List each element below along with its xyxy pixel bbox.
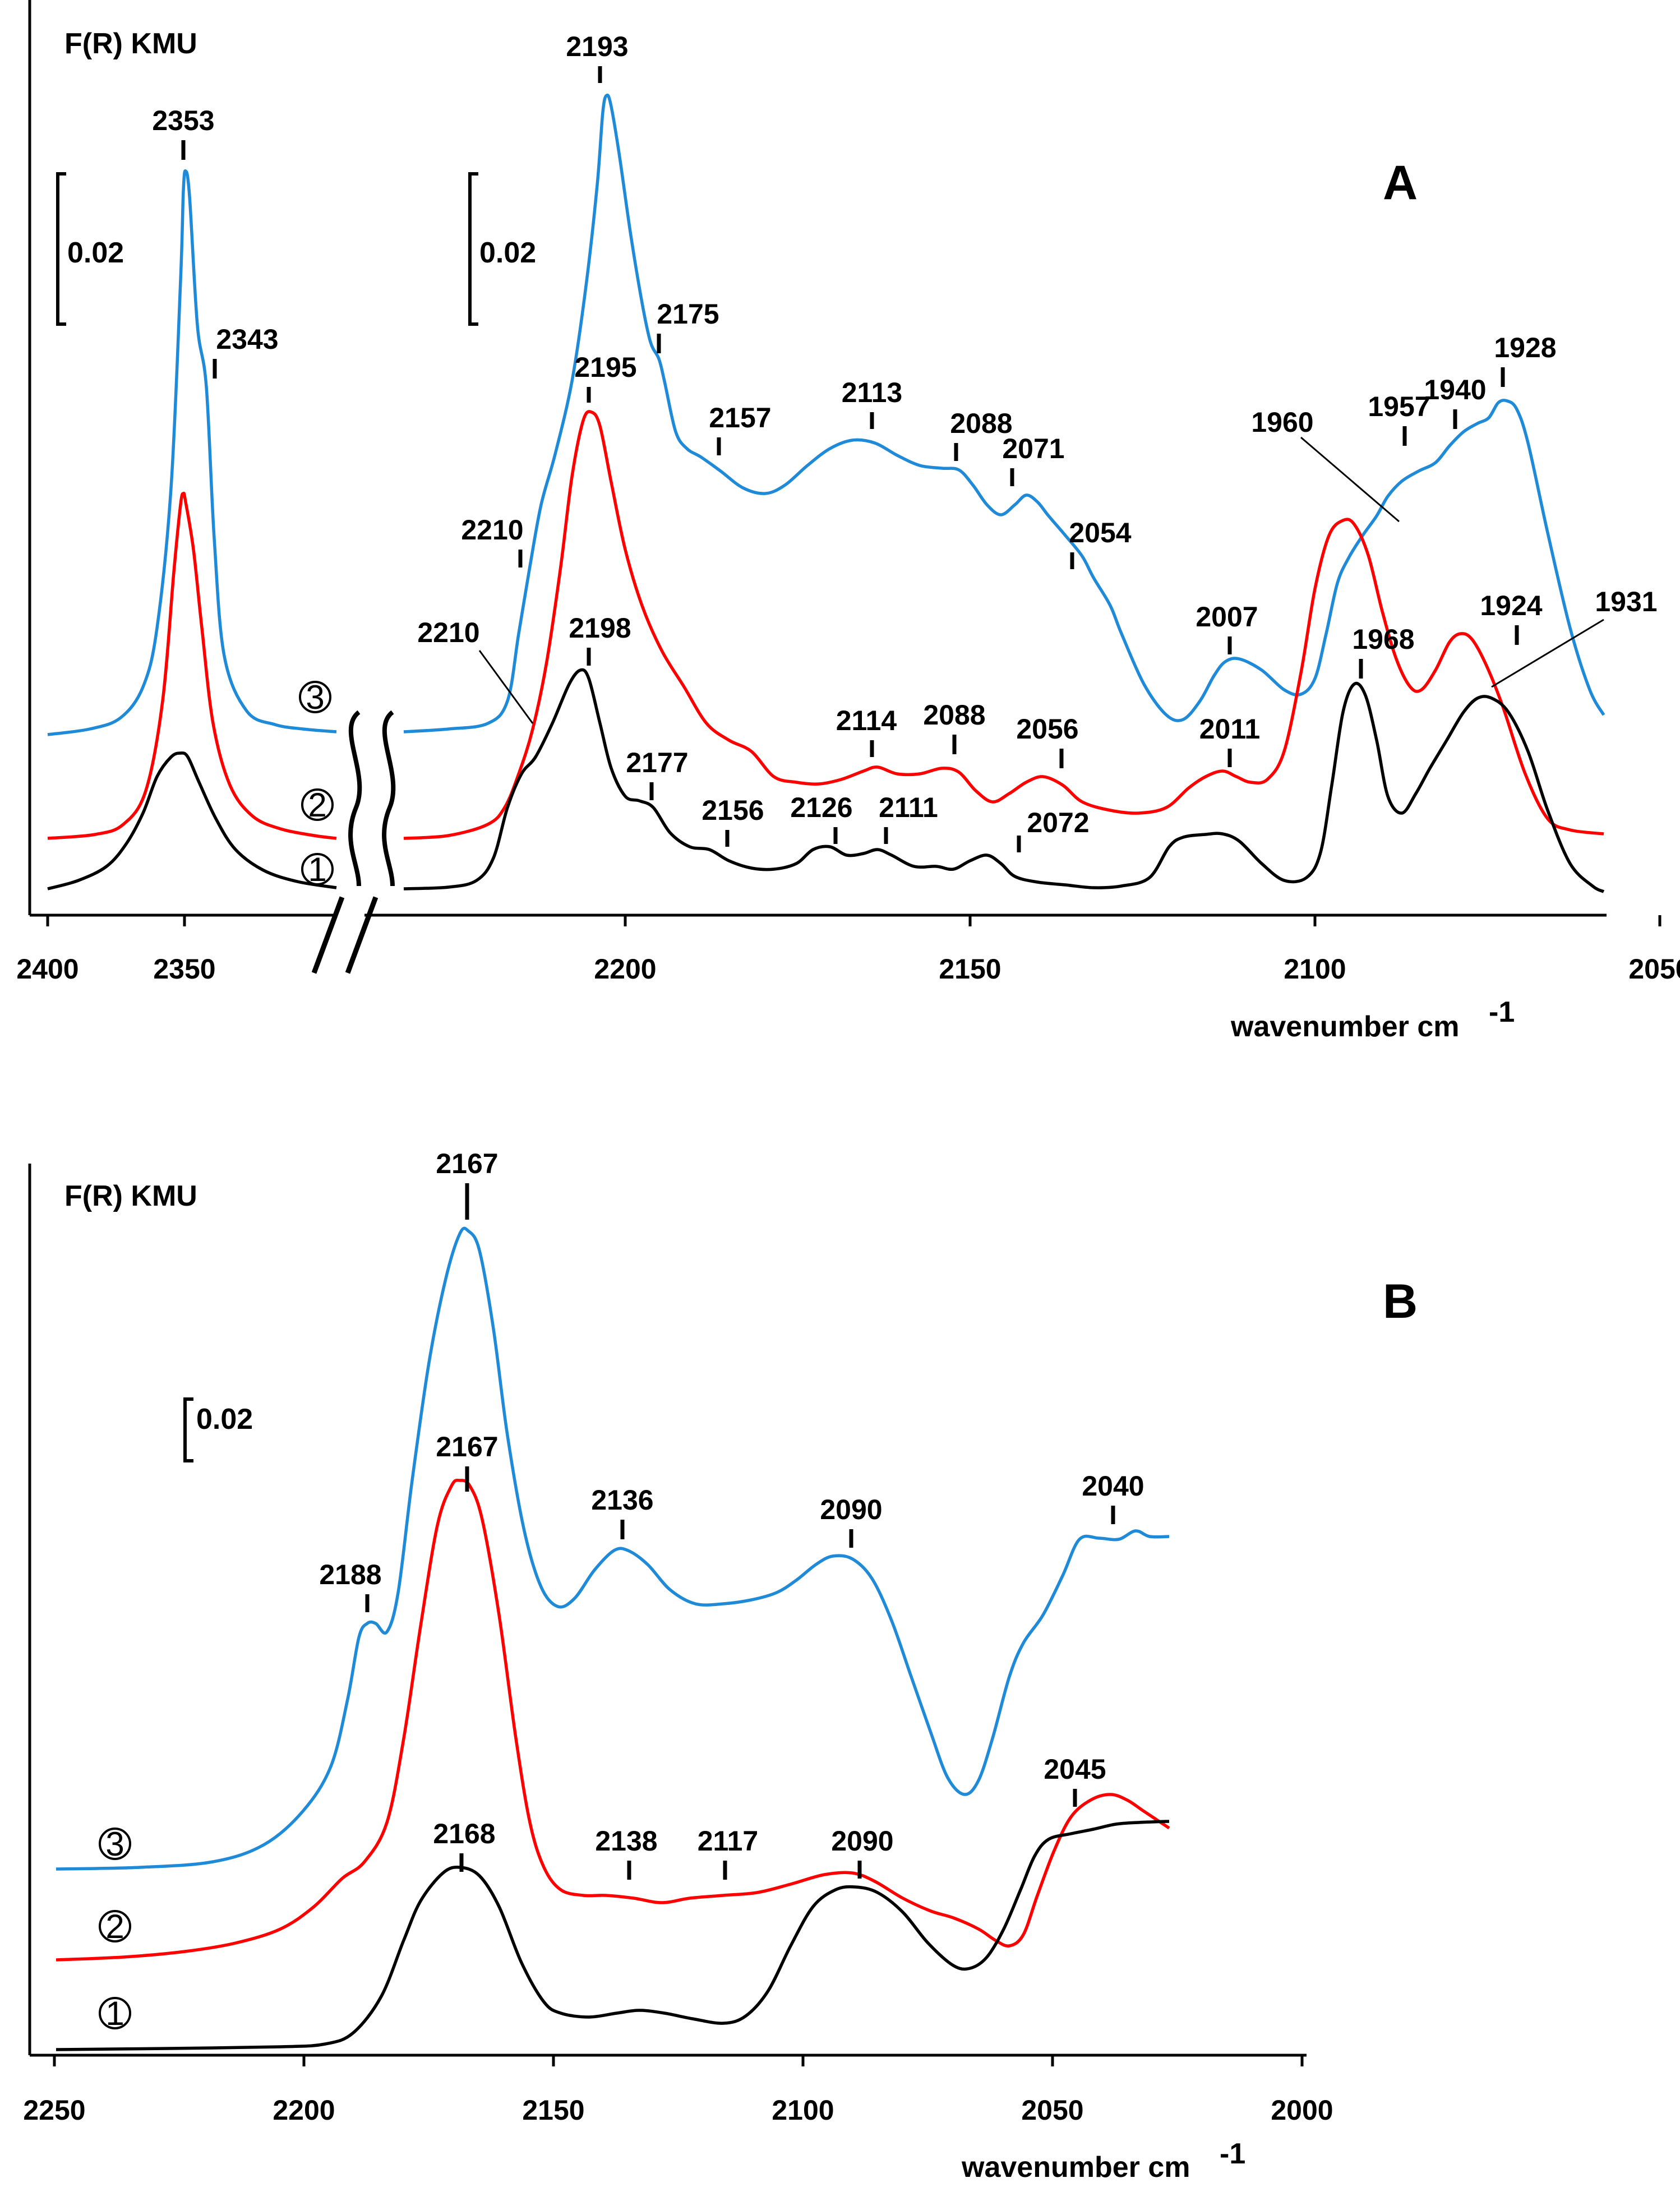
peak-label-b-2167-lower: 2167: [436, 1431, 498, 1462]
peak-label-b-2090: 2090: [820, 1494, 882, 1525]
axis-b-xtick-label: 2000: [1271, 2094, 1333, 2126]
peak-label-b-2045: 2045: [1044, 1754, 1106, 1785]
axis-b-xtick-label: 2200: [273, 2094, 335, 2126]
axis-a-xtick-label: 2200: [594, 953, 656, 985]
scale-bar-a-left-label: 0.02: [67, 237, 124, 269]
peak-label-a-2210-upper: 2210: [461, 514, 523, 546]
y-axis-title-a: F(R) KMU: [64, 27, 197, 60]
axis-a-xtick-label: 2350: [153, 953, 215, 985]
curve-number-b-2: 2: [105, 1908, 124, 1945]
curve-break-mark: [382, 710, 396, 887]
peak-label-a-2072: 2072: [1027, 807, 1089, 838]
curve-a-right-3: [403, 93, 1605, 733]
curve-a-left-3: [47, 169, 337, 736]
peak-label-a-2071: 2071: [1002, 433, 1064, 464]
axis-b-xtick-label: 2150: [522, 2094, 584, 2126]
peak-label-a-2343: 2343: [216, 324, 278, 355]
peak-label-a-1928: 1928: [1494, 332, 1556, 363]
peak-label-a-1968: 1968: [1352, 624, 1414, 655]
peak-label-a-2175: 2175: [657, 298, 719, 330]
axis-a-xtick-label: 2050: [1628, 953, 1680, 985]
scale-bar-b-label: 0.02: [196, 1403, 253, 1436]
curve-number-a-3-circle: [299, 681, 331, 713]
peak-label-a-2353: 2353: [152, 105, 214, 136]
x-axis-title-b-superscript: -1: [1220, 2138, 1245, 2170]
axis-a-xtick-label: 2100: [1284, 953, 1346, 985]
curve-number-b-1: 1: [105, 1995, 124, 2032]
axis-b-xtick-label: 2250: [23, 2094, 85, 2126]
peak-label-a-2193: 2193: [566, 31, 628, 62]
leader-line-1931: [1491, 619, 1604, 688]
curve-b-2: [56, 1478, 1170, 1962]
curve-b-3: [56, 1226, 1170, 1871]
curve-number-b-3-circle: [99, 1828, 131, 1860]
curve-number-a-3: 3: [306, 679, 324, 716]
axis-b-xtick-label: 2050: [1021, 2094, 1083, 2126]
peak-label-a-2126: 2126: [790, 792, 852, 823]
peak-label-a-2056: 2056: [1016, 713, 1078, 745]
x-axis-title-a: wavenumber cm: [1230, 1010, 1460, 1043]
axes-layer: [28, 0, 1661, 2066]
curves-layer: [47, 93, 1605, 2051]
peak-label-b-2188: 2188: [319, 1559, 381, 1590]
peak-label-a-2157: 2157: [709, 402, 771, 433]
peak-label-a-2088: 2088: [950, 408, 1012, 439]
peak-label-a-2113: 2113: [842, 377, 902, 408]
peak-label-a-2156: 2156: [701, 795, 764, 826]
peak-label-b-2168: 2168: [433, 1818, 495, 1849]
axis-a-xtick-label: 2400: [16, 953, 79, 985]
axis-a-xtick-label: 2150: [939, 953, 1001, 985]
curve-number-a-1: 1: [308, 851, 326, 888]
curve-a-left-1: [47, 751, 337, 890]
curve-number-b-3: 3: [105, 1825, 124, 1863]
peak-label-a-2198: 2198: [569, 612, 631, 644]
x-axis-title-a-superscript: -1: [1489, 996, 1515, 1028]
curve-number-b-2-circle: [99, 1910, 131, 1942]
axis-b-xtick-label: 2100: [772, 2094, 834, 2126]
scale-bar-a-right-label: 0.02: [479, 237, 536, 269]
leader-line-1960: [1300, 436, 1400, 523]
axis-break-mark: [311, 896, 345, 974]
text-layer: 2400235022002150210020502000195019000.02…: [16, 27, 1680, 2184]
curve-a-left-2: [47, 491, 337, 840]
peak-label-b-2136: 2136: [591, 1484, 653, 1516]
peak-label-b-2040: 2040: [1082, 1470, 1144, 1502]
curve-number-a-1-circle: [301, 853, 334, 885]
curve-a-right-2: [403, 410, 1604, 840]
x-axis-title-b: wavenumber cm: [961, 2151, 1190, 2184]
curve-number-a-2-circle: [301, 788, 334, 821]
peak-label-b-2117: 2117: [698, 1825, 758, 1857]
panel-label-a: A: [1383, 156, 1418, 210]
peak-label-b-2167-upper: 2167: [436, 1148, 498, 1179]
peak-label-a-2195: 2195: [574, 352, 636, 383]
peak-label-a-2111: 2111: [879, 792, 938, 823]
peak-label-a-2210-lower: 2210: [417, 617, 479, 648]
curve-number-b-1-circle: [99, 1997, 131, 2029]
peak-label-a-1957: 1957: [1368, 391, 1430, 422]
peak-label-a-2114: 2114: [836, 705, 897, 736]
peak-label-b-2090: 2090: [831, 1825, 893, 1857]
peak-label-b-2138: 2138: [595, 1825, 657, 1857]
scale-bar-b: [183, 1397, 193, 1462]
curve-b-1: [56, 1820, 1170, 2051]
leader-line-2210: [478, 650, 534, 724]
peak-label-a-2088: 2088: [923, 699, 985, 731]
curve-a-right-1: [403, 668, 1605, 893]
peak-label-a-1931: 1931: [1595, 586, 1657, 617]
y-axis-title-b: F(R) KMU: [64, 1180, 197, 1212]
peak-label-a-1960: 1960: [1251, 407, 1313, 438]
panel-label-b: B: [1383, 1275, 1418, 1328]
scale-bar-a-left: [56, 172, 66, 326]
peak-label-a-2007: 2007: [1196, 601, 1258, 633]
curve-break-mark: [348, 710, 362, 887]
axis-break-mark: [345, 896, 379, 974]
scale-bar-a-right: [468, 172, 478, 326]
peak-label-a-1940: 1940: [1424, 374, 1486, 405]
curve-number-a-2: 2: [308, 786, 326, 824]
peak-label-a-1924: 1924: [1480, 590, 1542, 621]
peak-label-a-2177: 2177: [626, 747, 688, 778]
peak-label-a-2054: 2054: [1069, 517, 1131, 548]
peak-label-a-2011: 2011: [1199, 713, 1260, 745]
